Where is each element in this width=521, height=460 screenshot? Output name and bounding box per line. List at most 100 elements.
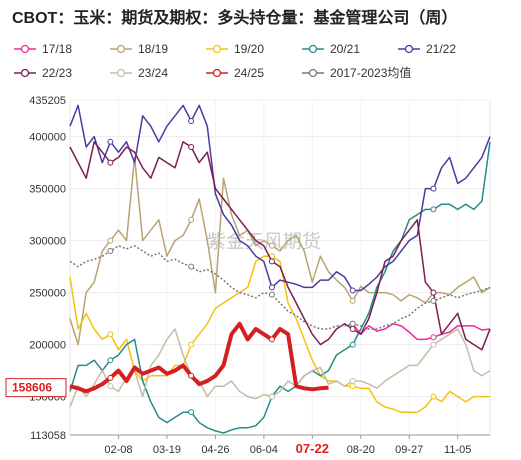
legend-swatch-marker <box>116 44 126 54</box>
x-tick-label: 03-19 <box>153 444 181 456</box>
series-marker <box>430 289 437 296</box>
legend-item: 21/22 <box>398 42 456 56</box>
series-marker <box>430 206 437 213</box>
legend-swatch-marker <box>20 68 30 78</box>
series-marker <box>430 297 437 304</box>
legend-label: 19/20 <box>234 42 264 56</box>
series-marker <box>349 287 356 294</box>
x-tick-label: 02-08 <box>104 444 132 456</box>
legend-label: 20/21 <box>330 42 360 56</box>
x-tick-label: 07-22 <box>296 441 329 456</box>
series-layer <box>69 104 491 434</box>
series-line <box>69 255 490 413</box>
legend-label: 2017-2023均值 <box>330 65 411 80</box>
series-marker <box>188 118 195 125</box>
y-tick-label: 200000 <box>29 340 66 352</box>
series-2017-2023均值 <box>69 245 491 330</box>
series-marker <box>268 258 275 265</box>
axes: 1130581500002000002500003000003500004000… <box>29 95 490 456</box>
series-line <box>352 323 491 341</box>
legend-swatch-marker <box>212 68 222 78</box>
last-value-box <box>5 378 67 398</box>
series-marker <box>349 377 356 384</box>
series-line <box>69 104 491 292</box>
y-tick-label: 400000 <box>29 132 66 144</box>
x-tick-label: 06-04 <box>250 444 278 456</box>
series-23/24 <box>69 328 491 408</box>
legend-label: 23/24 <box>138 66 168 80</box>
legend-label: 17/18 <box>42 42 72 56</box>
series-marker <box>268 336 275 343</box>
x-tick-label: 04-26 <box>201 444 229 456</box>
legend-item: 19/20 <box>206 42 264 56</box>
legend-item: 23/24 <box>110 66 168 80</box>
series-24/25 <box>69 321 329 394</box>
legend-item: 24/25 <box>206 66 264 80</box>
last-value-callout: 158606 <box>5 378 67 398</box>
series-marker <box>349 383 356 390</box>
legend-label: 22/23 <box>42 66 72 80</box>
series-marker <box>349 320 356 327</box>
series-22/23 <box>69 141 491 351</box>
legend-swatch-marker <box>20 44 30 54</box>
series-marker <box>188 216 195 223</box>
series-line <box>69 141 491 434</box>
series-marker <box>107 331 114 338</box>
series-18/19 <box>69 156 491 346</box>
series-marker <box>430 393 437 400</box>
series-marker <box>430 341 437 348</box>
series-20/21 <box>69 141 491 434</box>
legend-swatch-marker <box>212 44 222 54</box>
legend-item: 18/19 <box>110 42 168 56</box>
chart-title: CBOT：玉米：期货及期权：多头持仓量：基金管理公司（周） <box>12 8 457 27</box>
watermark: 紫金天风期货 <box>207 231 321 253</box>
legend-item: 17/18 <box>14 42 72 56</box>
series-marker <box>349 325 356 332</box>
legend: 17/18 18/19 19/20 20/21 21/22 22/23 23/24 24/25… <box>14 42 456 80</box>
legend-swatch-marker <box>308 68 318 78</box>
series-marker <box>268 242 275 249</box>
legend-swatch-marker <box>308 44 318 54</box>
legend-item: 22/23 <box>14 66 72 80</box>
series-marker <box>188 263 195 270</box>
legend-item: 20/21 <box>302 42 360 56</box>
series-marker <box>349 341 356 348</box>
legend-swatch-marker <box>404 44 414 54</box>
series-marker <box>268 393 275 400</box>
legend-label: 18/19 <box>138 42 168 56</box>
series-marker <box>188 372 195 379</box>
series-marker <box>188 409 195 416</box>
series-marker <box>107 237 114 244</box>
series-marker <box>268 284 275 291</box>
legend-label: 21/22 <box>426 42 456 56</box>
series-marker <box>349 297 356 304</box>
series-marker <box>107 138 114 145</box>
legend-swatch-marker <box>116 68 126 78</box>
series-marker <box>188 144 195 151</box>
legend-item: 2017-2023均值 <box>302 65 411 80</box>
series-line <box>69 156 491 346</box>
y-tick-label: 250000 <box>29 288 66 300</box>
x-tick-label: 11-05 <box>444 444 471 456</box>
series-marker <box>430 334 437 341</box>
last-value-label: 158606 <box>12 381 52 395</box>
y-tick-label: 113058 <box>30 430 66 442</box>
y-tick-label: 435205 <box>29 95 66 107</box>
y-tick-label: 350000 <box>29 184 66 196</box>
x-tick-label: 09-27 <box>395 444 423 456</box>
series-line <box>69 245 491 330</box>
x-tick-label: 08-20 <box>347 444 375 456</box>
legend-label: 24/25 <box>234 66 264 80</box>
series-marker <box>107 383 114 390</box>
y-tick-label: 300000 <box>29 236 66 248</box>
series-21/22 <box>69 104 491 294</box>
series-line <box>69 141 491 351</box>
series-marker <box>107 374 114 381</box>
series-marker <box>107 357 114 364</box>
series-marker <box>107 159 114 166</box>
series-marker <box>188 341 195 348</box>
series-line <box>69 328 491 408</box>
series-marker <box>268 291 275 298</box>
series-19/20 <box>69 253 490 413</box>
